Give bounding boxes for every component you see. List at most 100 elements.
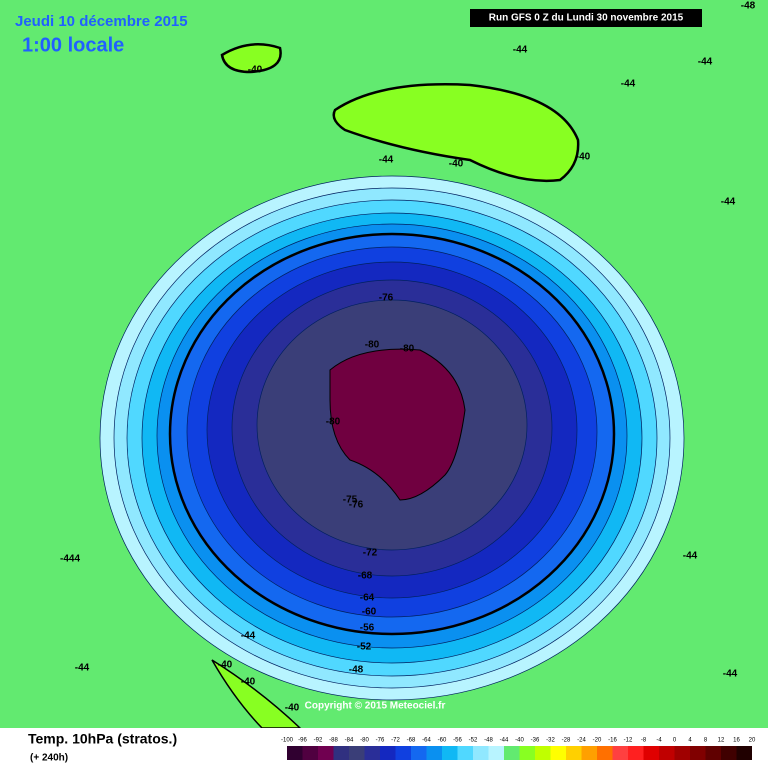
footer-title: Temp. 10hPa (stratos.) [28,731,177,747]
contour-label: -76 [349,500,364,511]
legend-swatch [380,746,396,760]
legend-label: -4 [656,738,662,744]
contour-label: -44 [698,57,713,68]
legend-swatch [566,746,582,760]
legend-label: -84 [345,738,354,744]
legend-swatch [442,746,458,760]
legend-swatch [504,746,520,760]
legend-swatch [690,746,706,760]
legend-label: -60 [438,738,447,744]
legend-swatch [333,746,349,760]
contour-label: -52 [357,642,372,653]
legend-swatch [705,746,721,760]
contour-label: -44 [683,551,698,562]
legend-label: -8 [641,738,647,744]
legend-label: -80 [360,738,369,744]
legend-label: -36 [531,738,540,744]
legend-swatch [318,746,334,760]
legend-label: -56 [453,738,462,744]
contour-label: -44 [379,155,394,166]
legend-label: -40 [515,738,524,744]
contour-label: -40 [218,660,233,671]
copyright: Copyright © 2015 Meteociel.fr [305,701,446,712]
run-info: Run GFS 0 Z du Lundi 30 novembre 2015 [489,13,684,24]
legend-swatch [364,746,380,760]
contour-label: -44 [723,669,738,680]
contour-label: -75 [343,495,358,506]
legend-label: -32 [546,738,555,744]
footer-lead: (+ 240h) [30,753,68,764]
contour-label: -72 [363,548,378,559]
legend-swatch [721,746,737,760]
legend-swatch [287,746,303,760]
contour-label: -44 [721,197,736,208]
legend-label: 16 [733,738,740,744]
legend-label: -28 [562,738,571,744]
contour-label: -48 [349,665,364,676]
legend-swatch [612,746,628,760]
contour-label: -44 [621,79,636,90]
legend-label: -72 [391,738,400,744]
legend-swatch [643,746,659,760]
corner-label: -48 [741,1,756,12]
legend-swatch [519,746,535,760]
legend-label: -64 [422,738,431,744]
contour-label: -80 [400,344,415,355]
legend-label: 8 [704,738,708,744]
legend-label: -96 [298,738,307,744]
legend-swatch [674,746,690,760]
legend-swatch [535,746,551,760]
time-title: 1:00 locale [22,34,124,56]
legend-label: -16 [608,738,617,744]
contour-label: -40 [241,677,256,688]
legend-swatch [457,746,473,760]
legend-swatch [302,746,318,760]
contour-label: -64 [360,593,375,604]
contour-label: -44 [75,663,90,674]
contour-label: -68 [358,571,373,582]
legend-label: -100 [281,738,294,744]
legend-label: -92 [314,738,323,744]
legend-swatch [473,746,489,760]
legend-label: -44 [500,738,509,744]
legend-swatch [581,746,597,760]
legend-label: -24 [577,738,586,744]
date-title: Jeudi 10 décembre 2015 [15,13,188,30]
legend-label: 0 [673,738,677,744]
legend-label: -12 [624,738,633,744]
legend-label: -48 [484,738,493,744]
contour-label: -40 [576,152,591,163]
legend-label: 4 [688,738,692,744]
legend-swatch [488,746,504,760]
legend-swatch [628,746,644,760]
run-box [470,9,702,27]
contour-label: -76 [379,293,394,304]
legend-label: -68 [407,738,416,744]
legend-label: 20 [749,738,756,744]
cold-core [329,348,466,501]
legend-swatch [411,746,427,760]
contour-label: -80 [365,340,380,351]
legend-swatch [395,746,411,760]
legend-label: 12 [718,738,725,744]
legend-swatch [659,746,675,760]
contour-label: -80 [326,417,341,428]
contour-label: -60 [362,607,377,618]
contour-label: -40 [248,65,263,76]
contour-label: -44 [241,631,256,642]
contour-label: -40 [285,703,300,714]
legend-swatch [550,746,566,760]
legend-label: -52 [469,738,478,744]
legend-swatch [736,746,752,760]
legend-label: -88 [329,738,338,744]
legend-label: -76 [376,738,385,744]
contour-label: -444 [60,554,80,565]
contour-label: -44 [513,45,528,56]
contour-label: -40 [449,159,464,170]
legend-label: -20 [593,738,602,744]
legend-swatch [426,746,442,760]
contour-label: -56 [360,623,375,634]
legend-swatch [597,746,613,760]
warm-area [332,83,580,183]
